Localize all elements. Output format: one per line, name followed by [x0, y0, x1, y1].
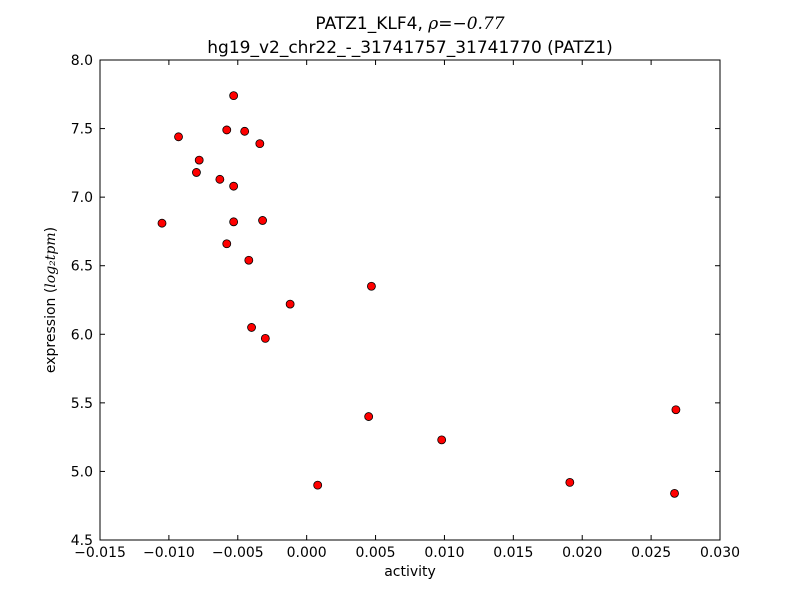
y-tick-label: 5.0	[71, 464, 93, 480]
y-tick-label: 7.0	[71, 190, 93, 206]
chart-title-line-1: PATZ1_KLF4, ρ=−0.77	[315, 14, 504, 34]
x-tick-label: 0.005	[356, 545, 396, 561]
data-point	[192, 168, 201, 177]
data-point	[215, 174, 225, 184]
x-tick-label: 0.015	[493, 545, 533, 561]
data-point	[157, 218, 167, 228]
data-point	[565, 477, 575, 487]
x-tick-label: 0.000	[287, 545, 327, 561]
data-point	[229, 217, 239, 227]
y-tick-label: 8.0	[71, 53, 93, 69]
data-point	[260, 333, 270, 343]
y-axis-label: expression (log₂tpm)	[43, 227, 59, 373]
data-point	[255, 139, 265, 149]
data-point	[229, 181, 239, 191]
y-tick-label: 4.5	[71, 533, 93, 549]
plot-area-frame	[99, 59, 721, 541]
y-tick-label: 5.5	[71, 396, 93, 412]
x-tick-label: 0.030	[700, 545, 740, 561]
data-point	[174, 132, 183, 142]
data-point	[670, 488, 679, 498]
data-point	[285, 299, 295, 309]
data-point	[364, 412, 374, 421]
x-axis-label: activity	[384, 564, 436, 580]
x-tick-label: 0.025	[631, 545, 671, 561]
data-point	[222, 239, 232, 249]
data-point	[247, 323, 256, 332]
x-axis: −0.015 −0.010 −0.005 0.000 0.005 0.010 0.015 0.…	[74, 60, 740, 561]
data-point	[194, 155, 204, 165]
x-tick-label: −0.010	[143, 545, 195, 561]
data-point	[313, 480, 323, 490]
x-tick-label: 0.010	[424, 545, 464, 561]
data-point	[367, 281, 376, 291]
data-point	[240, 126, 250, 136]
chart-title-line-2: hg19_v2_chr22_-_31741757_31741770 (PATZ1…	[207, 38, 613, 58]
data-point	[229, 91, 239, 101]
y-tick-label: 6.5	[71, 259, 93, 275]
data-point	[222, 125, 232, 135]
data-points	[157, 91, 681, 498]
data-point	[244, 255, 254, 265]
x-tick-label: −0.005	[212, 545, 264, 561]
data-point	[437, 435, 447, 445]
data-point	[671, 405, 681, 415]
y-tick-label: 6.0	[71, 327, 93, 343]
x-tick-label: −0.015	[74, 545, 126, 561]
y-axis: 4.5 5.0 5.5 6.0 6.5 7.0 7.5 8.0	[71, 53, 720, 549]
y-tick-label: 7.5	[71, 122, 93, 138]
x-tick-label: 0.020	[562, 545, 602, 561]
data-point	[258, 216, 267, 225]
